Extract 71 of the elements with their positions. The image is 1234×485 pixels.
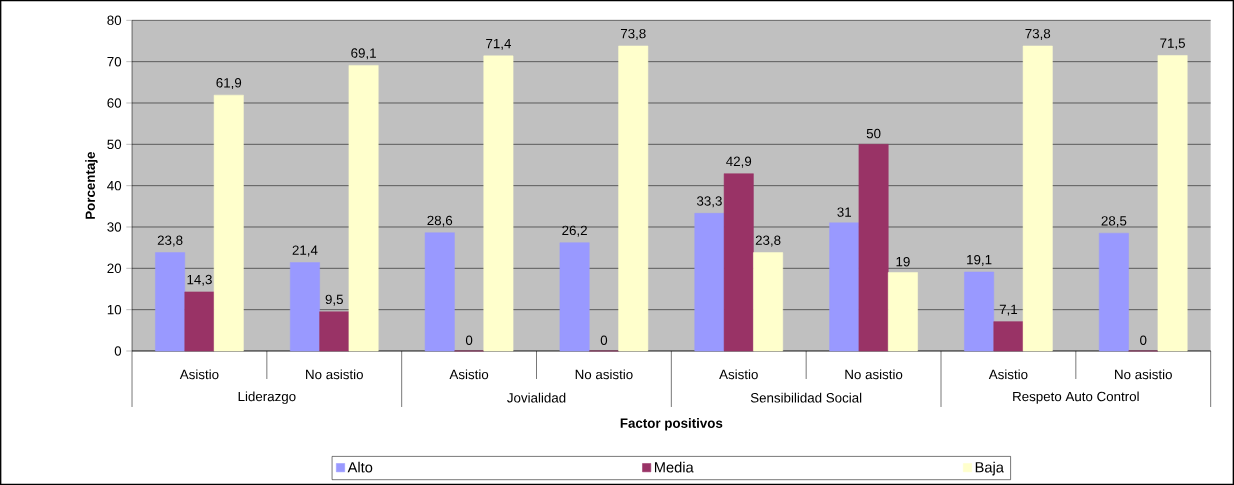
- bar: [858, 144, 889, 352]
- x-tick-label: No asistio: [845, 369, 903, 380]
- legend-label: Alto: [347, 461, 373, 473]
- bar: [829, 222, 860, 352]
- bar: [1157, 55, 1188, 352]
- data-label: 23,8: [157, 235, 183, 247]
- data-label: 21,4: [292, 245, 318, 257]
- y-tick-label: 40: [107, 180, 122, 191]
- y-tick-label: 10: [107, 304, 122, 315]
- data-label: 61,9: [216, 78, 242, 90]
- y-axis-title: Porcentaje: [85, 152, 98, 219]
- data-label: 0: [1140, 335, 1147, 345]
- data-label: 0: [600, 335, 608, 345]
- bar: [184, 291, 215, 352]
- data-label: 42,9: [726, 156, 752, 168]
- bar: [348, 65, 379, 352]
- data-label: 33,3: [696, 196, 722, 208]
- y-tick-label: 30: [107, 222, 122, 232]
- data-label: 23,8: [755, 235, 781, 247]
- bar: [694, 213, 725, 352]
- x-tick-label: No asistio: [306, 369, 363, 380]
- bar: [1022, 45, 1053, 352]
- data-label: 28,5: [1101, 216, 1127, 228]
- x-tick-label: Asistio: [449, 369, 489, 380]
- y-tick-label: 0: [114, 346, 122, 356]
- bar: [213, 94, 244, 352]
- bar: [618, 45, 649, 352]
- data-label: 69,1: [351, 48, 376, 60]
- x-tick-label: Asistio: [988, 369, 1028, 380]
- data-label: 26,2: [562, 225, 587, 237]
- data-label: 31: [837, 207, 852, 217]
- x-tick-label: Asistio: [179, 369, 219, 380]
- text: Respeto Auto Control: [1013, 391, 1139, 404]
- text: Liderazgo: [238, 391, 296, 404]
- x-axis-title: Factor positivos: [620, 418, 723, 431]
- bar: [155, 252, 186, 352]
- legend-label: Baja: [975, 461, 1004, 476]
- y-tick-label: 60: [107, 98, 122, 108]
- y-tick-label: 50: [107, 139, 122, 150]
- bar: [753, 252, 784, 352]
- legend-label: Media: [654, 461, 694, 473]
- data-label: 28,6: [427, 215, 453, 227]
- text: Jovialidad: [507, 392, 566, 403]
- data-label: 71,5: [1160, 38, 1185, 50]
- bar: [483, 55, 514, 352]
- bar: [424, 232, 455, 352]
- bar: [993, 321, 1024, 352]
- bar: [319, 311, 350, 352]
- bar: [723, 173, 754, 352]
- x-tick-label: Asistio: [719, 369, 758, 380]
- data-label: 19,1: [967, 254, 992, 267]
- bar: [887, 272, 918, 352]
- data-label: 19: [896, 256, 910, 267]
- bar: [289, 262, 320, 352]
- bar: [559, 242, 590, 352]
- bar: [964, 271, 995, 352]
- data-label: 0: [465, 335, 473, 345]
- x-tick-label: No asistio: [575, 369, 633, 380]
- bar: [1098, 232, 1129, 352]
- y-tick-label: 70: [107, 56, 122, 67]
- y-tick-label: 20: [107, 263, 122, 274]
- text: Sensibilidad Social: [750, 392, 862, 403]
- data-label: 7,1: [999, 304, 1018, 316]
- data-label: 73,8: [620, 28, 646, 40]
- data-label: 50: [866, 128, 881, 139]
- x-tick-label: No asistio: [1115, 369, 1172, 380]
- data-label: 14,3: [187, 274, 212, 286]
- data-label: 71,4: [486, 38, 512, 50]
- y-tick-label: 80: [107, 15, 122, 26]
- data-label: 9,5: [325, 294, 343, 306]
- data-label: 73,8: [1025, 28, 1051, 40]
